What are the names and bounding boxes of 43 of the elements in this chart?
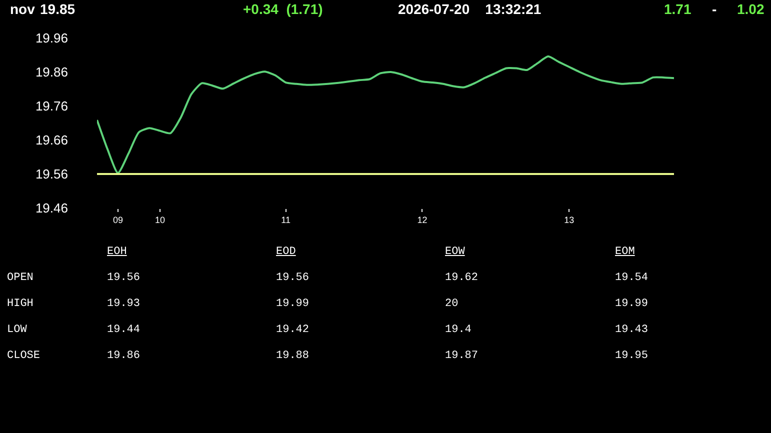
chart-title: nov <box>10 1 35 17</box>
text: 19.42 <box>276 324 310 336</box>
text: 19.85 <box>40 1 76 17</box>
text: 19.54 <box>615 272 648 284</box>
text: 1.71 <box>664 1 692 17</box>
x-tick-label: 10 <box>154 214 165 225</box>
text: 19.4 <box>445 324 472 336</box>
text: - <box>712 1 717 17</box>
category-label: EOH <box>107 246 127 258</box>
text: 19.88 <box>276 350 310 362</box>
category-label: LOW <box>7 324 27 336</box>
category-label: EOD <box>276 246 296 258</box>
category-label: EOM <box>615 246 635 258</box>
y-tick-label: 19.56 <box>35 166 68 182</box>
x-tick-label: 12 <box>417 214 428 225</box>
text: 19.87 <box>445 350 478 362</box>
text: 19.95 <box>615 350 648 362</box>
text: 19.43 <box>615 324 648 336</box>
text: 19.44 <box>107 324 140 336</box>
text: 19.56 <box>276 272 310 284</box>
text: 19.56 <box>107 272 140 284</box>
text: 19.99 <box>276 298 310 310</box>
x-tick-label: 09 <box>112 214 123 225</box>
text: 2026-07-20 13:32:21 <box>398 1 542 17</box>
category-label: HIGH <box>7 298 34 310</box>
text: 19.62 <box>445 272 478 284</box>
category-label: EOW <box>445 246 465 258</box>
y-tick-label: 19.66 <box>35 132 68 148</box>
text: 19.86 <box>107 350 140 362</box>
text: 20 <box>445 298 458 310</box>
text: +0.34 (1.71) <box>243 1 323 17</box>
text: 19.99 <box>615 298 648 310</box>
y-tick-label: 19.86 <box>35 64 68 80</box>
text: 1.02 <box>737 1 764 17</box>
y-tick-label: 19.76 <box>35 98 68 114</box>
line-series <box>97 55 674 174</box>
x-tick-label: 13 <box>564 214 574 225</box>
text: 19.93 <box>107 298 140 310</box>
category-label: CLOSE <box>7 350 40 362</box>
x-tick-label: 11 <box>281 214 291 225</box>
y-tick-label: 19.46 <box>35 200 68 216</box>
y-tick-label: 19.96 <box>35 30 68 46</box>
category-label: OPEN <box>7 272 34 284</box>
